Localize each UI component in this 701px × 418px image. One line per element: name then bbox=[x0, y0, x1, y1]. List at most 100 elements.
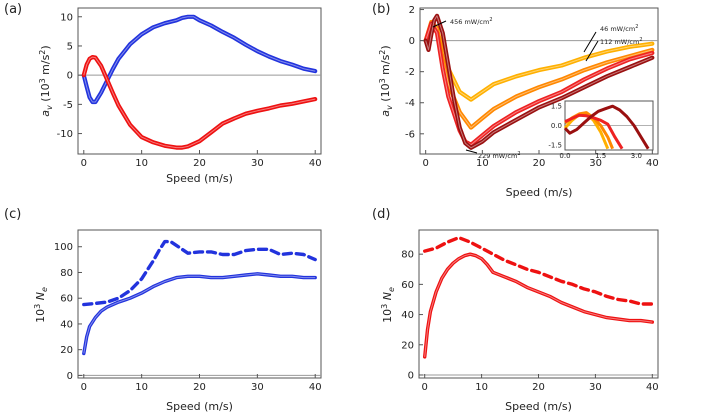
series-0 bbox=[423, 252, 654, 359]
inset-series-2 bbox=[564, 113, 624, 150]
series-highlight bbox=[83, 273, 316, 354]
series-line bbox=[423, 252, 654, 359]
y-tick-label: 100 bbox=[54, 242, 73, 253]
panel-c-ylabel-sub: e bbox=[40, 287, 49, 292]
series-line bbox=[81, 14, 318, 105]
annotation-456-text: 456 mW/cm2 bbox=[450, 17, 493, 26]
annotation-112-text: 112 mW/cm2 bbox=[600, 37, 643, 46]
x-tick-label: 40 bbox=[309, 158, 322, 169]
x-tick-label: 20 bbox=[193, 382, 206, 393]
panel-a-label: (a) bbox=[4, 2, 22, 17]
series-1 bbox=[81, 55, 318, 150]
y-tick-label: 0 bbox=[408, 370, 414, 381]
y-tick-label: 80 bbox=[401, 250, 414, 261]
series-line bbox=[423, 21, 655, 147]
panel-a-series bbox=[81, 14, 318, 150]
inset-y-tick-label: 0.0 bbox=[551, 122, 562, 130]
inset-y-tick-label: 1.5 bbox=[551, 103, 562, 111]
x-tick-label: 30 bbox=[251, 382, 264, 393]
annotation-456-sup: 2 bbox=[489, 17, 492, 23]
panel-a-y-ticks: 10 5 0 -5 -10 bbox=[57, 12, 82, 140]
annotation-46-sup: 2 bbox=[635, 24, 638, 30]
y-tick-label: 20 bbox=[401, 340, 414, 351]
panel-d-ylabel-base: 10 bbox=[381, 309, 394, 323]
annotation-46-label: 46 mW/cm bbox=[600, 25, 635, 33]
series-0 bbox=[82, 272, 317, 356]
panel-b-xlabel: Speed (m/s) bbox=[506, 186, 573, 199]
panel-c-ylabel: 103 Ne bbox=[33, 287, 49, 323]
y-tick-label: -2 bbox=[405, 67, 415, 78]
annotation-46-text: 46 mW/cm2 bbox=[600, 24, 638, 33]
panel-b-inset: 0.0 1.5 3.0 1.5 0.0 -1.5 bbox=[548, 100, 654, 160]
x-tick-label: 10 bbox=[135, 158, 148, 169]
panel-a-xlabel: Speed (m/s) bbox=[166, 172, 233, 185]
x-tick-label: 0 bbox=[81, 158, 87, 169]
x-tick-label: 40 bbox=[646, 158, 659, 169]
panel-a-ylabel-close: ) bbox=[39, 45, 52, 49]
panel-d-ylabel-var: N bbox=[381, 292, 394, 304]
panel-c-xlabel: Speed (m/s) bbox=[166, 400, 233, 413]
panel-d-ylabel-sub: e bbox=[387, 287, 396, 292]
y-tick-label: 40 bbox=[60, 319, 73, 330]
panel-b-label: (b) bbox=[372, 2, 390, 17]
panel-b-ylabel-sub: v bbox=[385, 105, 394, 110]
panel-a: (a) 0 10 20 30 40 10 5 0 -5 -10 Speed (m/s) av (… bbox=[4, 2, 322, 185]
y-tick-label: -5 bbox=[63, 100, 73, 111]
series-highlight bbox=[425, 15, 653, 149]
annotation-229-leader bbox=[465, 149, 478, 154]
x-tick-label: 0 bbox=[81, 382, 87, 393]
panel-a-ylabel-unit: (10 bbox=[39, 83, 52, 105]
series-2 bbox=[423, 21, 655, 147]
series-highlight bbox=[425, 23, 653, 146]
panel-a-ylabel-var: a bbox=[39, 110, 52, 117]
annotation-112-label: 112 mW/cm bbox=[600, 38, 639, 46]
y-tick-label: 0 bbox=[67, 71, 73, 82]
inset-series-3 bbox=[563, 104, 650, 150]
inset-x-tick-label: 3.0 bbox=[631, 152, 642, 160]
x-tick-label: 40 bbox=[646, 382, 659, 393]
annotation-112-leader bbox=[585, 40, 599, 62]
panel-b-ylabel-sup: 3 bbox=[378, 78, 387, 83]
annotation-46-leader bbox=[583, 31, 597, 53]
y-tick-label: 0 bbox=[409, 36, 415, 47]
panel-b-ylabel-var: a bbox=[379, 110, 392, 117]
panel-c-ylabel-var: N bbox=[34, 292, 47, 304]
panel-b-inset-x-ticks: 0.0 1.5 3.0 bbox=[559, 152, 641, 160]
panel-c-y-ticks: 100 80 60 40 20 0 bbox=[54, 242, 82, 382]
panel-d-label: (d) bbox=[372, 207, 390, 222]
panel-d-series bbox=[423, 235, 654, 359]
x-tick-label: 30 bbox=[589, 158, 602, 169]
series-highlight bbox=[83, 56, 316, 149]
panel-b-x-ticks: 0 10 20 30 40 bbox=[422, 150, 659, 169]
panel-b-ylabel-unit: (10 bbox=[379, 83, 392, 105]
panel-c-ylabel-sup: 3 bbox=[33, 304, 42, 309]
panel-b-y-ticks: 2 0 -2 -4 -6 bbox=[405, 5, 424, 140]
panel-d: (d) 0 10 20 30 40 80 60 40 20 0 Speed (m/s) 103 … bbox=[372, 207, 659, 413]
y-tick-label: 80 bbox=[60, 268, 73, 279]
panel-a-ylabel-unit2: m/s bbox=[39, 54, 52, 78]
annotation-112-sup: 2 bbox=[639, 37, 642, 43]
annotation-456-leader bbox=[432, 20, 447, 28]
panel-b-ylabel-close: ) bbox=[379, 45, 392, 49]
panel-b-series bbox=[423, 13, 655, 150]
panel-d-xlabel: Speed (m/s) bbox=[505, 400, 572, 413]
x-tick-label: 0 bbox=[422, 382, 428, 393]
panel-b-ylabel: av (103 m/s2) bbox=[378, 45, 394, 116]
y-tick-label: -6 bbox=[405, 129, 415, 140]
series-highlight bbox=[424, 253, 653, 357]
y-tick-label: 20 bbox=[60, 345, 73, 356]
panel-b-ylabel-sup2: 2 bbox=[378, 50, 387, 55]
panel-a-x-ticks: 0 10 20 30 40 bbox=[81, 150, 322, 169]
panel-b: (b) 0 10 20 30 40 20-2-4-6 456 mW/cm2 46 mW/… bbox=[372, 2, 659, 199]
x-tick-label: 0 bbox=[422, 158, 428, 169]
annotation-456: 456 mW/cm2 bbox=[432, 17, 493, 28]
x-tick-label: 20 bbox=[533, 158, 546, 169]
series-line bbox=[81, 55, 318, 150]
series-highlight bbox=[83, 16, 316, 103]
panel-a-ylabel-sup2: 2 bbox=[38, 50, 47, 55]
y-tick-label: 60 bbox=[401, 280, 414, 291]
panel-c-series bbox=[82, 239, 317, 356]
panel-d-y-ticks: 80 60 40 20 0 bbox=[401, 250, 423, 381]
y-tick-label: 0 bbox=[67, 371, 73, 382]
